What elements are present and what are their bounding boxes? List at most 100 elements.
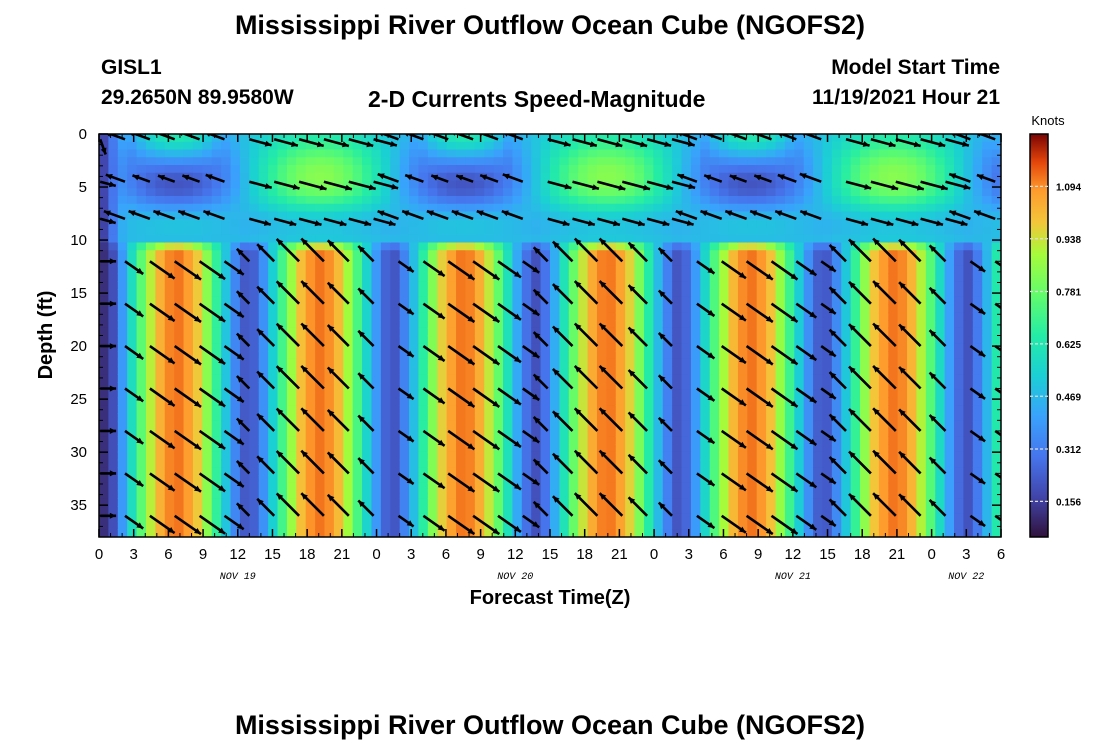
heatmap-cell	[954, 320, 965, 329]
heatmap-cell	[230, 366, 241, 375]
heatmap-cell	[634, 196, 645, 205]
heatmap-cell	[803, 467, 814, 476]
heatmap-cell	[99, 157, 109, 166]
heatmap-cell	[972, 436, 983, 445]
heatmap-cell	[343, 420, 354, 430]
heatmap-cell	[672, 420, 683, 430]
heatmap-cell	[672, 296, 683, 306]
heatmap-cell	[211, 420, 222, 430]
heatmap-cell	[221, 180, 232, 189]
heatmap-cell	[324, 165, 335, 174]
heatmap-cell	[249, 281, 260, 290]
heatmap-cell	[117, 141, 128, 151]
heatmap-cell	[653, 428, 664, 437]
heatmap-cell	[127, 513, 138, 523]
heatmap-cell	[737, 296, 748, 306]
heatmap-cell	[108, 157, 119, 166]
heatmap-cell	[643, 273, 654, 282]
heatmap-cell	[587, 482, 598, 492]
heatmap-cell	[860, 281, 871, 290]
heatmap-cell	[850, 358, 861, 368]
heatmap-cell	[164, 141, 175, 151]
heatmap-cell	[446, 227, 457, 236]
heatmap-cell	[596, 506, 607, 515]
heatmap-cell	[578, 529, 589, 537]
heatmap-cell	[503, 296, 514, 306]
heatmap-cell	[568, 498, 579, 507]
heatmap-cell	[324, 196, 335, 205]
heatmap-cell	[822, 281, 833, 290]
heatmap-cell	[681, 436, 692, 445]
heatmap-cell	[634, 498, 645, 507]
heatmap-cell	[831, 436, 842, 445]
heatmap-cell	[587, 529, 598, 537]
heatmap-cell	[418, 506, 429, 515]
heatmap-cell	[164, 444, 175, 453]
heatmap-cell	[737, 343, 748, 352]
heatmap-cell	[343, 482, 354, 492]
heatmap-cell	[484, 459, 495, 468]
heatmap-cell	[587, 234, 598, 244]
heatmap-cell	[277, 529, 288, 537]
heatmap-cell	[380, 141, 391, 151]
heatmap-cell	[784, 382, 795, 391]
heatmap-cell	[878, 234, 889, 244]
heatmap-cell	[578, 513, 589, 523]
heatmap-cell	[305, 273, 316, 282]
heatmap-cell	[380, 304, 391, 313]
heatmap-cell	[305, 320, 316, 329]
heatmap-cell	[972, 312, 983, 321]
heatmap-cell	[136, 304, 147, 313]
heatmap-cell	[794, 312, 805, 321]
heatmap-cell	[897, 273, 908, 282]
heatmap-cell	[775, 335, 786, 344]
heatmap-cell	[728, 219, 739, 228]
heatmap-cell	[531, 335, 542, 344]
heatmap-cell	[164, 250, 175, 259]
heatmap-cell	[869, 180, 880, 189]
heatmap-cell	[352, 374, 363, 383]
heatmap-cell	[437, 405, 448, 414]
heatmap-cell	[155, 521, 166, 530]
heatmap-cell	[540, 358, 551, 368]
heatmap-cell	[531, 258, 542, 267]
heatmap-cell	[794, 366, 805, 375]
heatmap-cell	[991, 358, 1001, 368]
heatmap-cell	[333, 172, 344, 182]
heatmap-cell	[972, 498, 983, 507]
heatmap-cell	[878, 242, 889, 251]
heatmap-cell	[117, 157, 128, 166]
heatmap-cell	[963, 219, 974, 228]
heatmap-cell	[813, 513, 824, 523]
heatmap-cell	[192, 382, 203, 391]
heatmap-cell	[991, 451, 1001, 461]
heatmap-cell	[991, 273, 1001, 282]
heatmap-cell	[446, 180, 457, 189]
heatmap-cell	[268, 265, 279, 275]
heatmap-cell	[211, 343, 222, 352]
heatmap-cell	[221, 444, 232, 453]
heatmap-cell	[643, 521, 654, 530]
heatmap-cell	[869, 413, 880, 422]
heatmap-cell	[437, 451, 448, 461]
heatmap-cell	[117, 320, 128, 329]
heatmap-cell	[399, 529, 410, 537]
heatmap-cell	[719, 451, 730, 461]
heatmap-cell	[371, 203, 382, 213]
heatmap-cell	[700, 490, 711, 499]
heatmap-cell	[418, 475, 429, 484]
heatmap-cell	[606, 420, 617, 430]
heatmap-cell	[681, 296, 692, 306]
heatmap-cell	[784, 405, 795, 414]
heatmap-cell	[315, 134, 326, 143]
heatmap-cell	[117, 188, 128, 197]
heatmap-cell	[954, 513, 965, 523]
heatmap-cell	[596, 227, 607, 236]
heatmap-cell	[174, 397, 185, 406]
heatmap-cell	[371, 296, 382, 306]
heatmap-cell	[568, 335, 579, 344]
heatmap-cell	[305, 420, 316, 430]
heatmap-cell	[747, 157, 758, 166]
heatmap-cell	[503, 258, 514, 267]
heatmap-cell	[333, 211, 344, 220]
